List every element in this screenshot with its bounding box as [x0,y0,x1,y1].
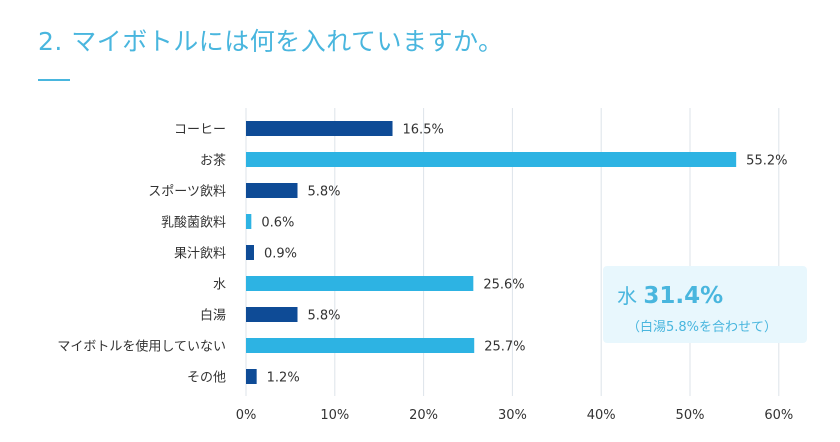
bar [246,183,298,198]
category-label: マイボトルを使用していない [57,339,226,355]
value-label: 5.8% [308,185,341,200]
value-label: 25.7% [484,340,525,355]
callout-headline: 水 31.4% [617,280,723,309]
x-tick-label: 0% [236,408,257,423]
bar [246,121,393,136]
x-tick-label: 50% [676,408,705,423]
bar [246,307,298,322]
value-label: 16.5% [403,123,444,138]
value-label: 55.2% [746,154,787,169]
value-label: 0.9% [264,247,297,262]
value-label: 1.2% [267,371,300,386]
x-tick-label: 10% [320,408,349,423]
category-label: スポーツ飲料 [148,184,226,200]
value-label: 5.8% [308,309,341,324]
bar [246,338,475,353]
water-total-callout: 水 31.4% （白湯5.8%を合わせて） [603,266,807,343]
bar [246,214,252,229]
category-label: 果汁飲料 [174,246,226,262]
callout-prefix: 水 [617,284,637,308]
x-tick-label: 60% [764,408,793,423]
chart-title: 2. マイボトルには何を入れていますか。 [38,27,504,56]
x-tick-label: 20% [409,408,438,423]
value-label: 0.6% [261,216,294,231]
bar [246,369,257,384]
x-tick-label: 30% [498,408,527,423]
bar [246,152,737,167]
category-label: 乳酸菌飲料 [161,215,226,231]
category-label: その他 [187,371,226,386]
category-label: コーヒー [174,123,226,138]
title-underline [38,79,70,81]
value-label: 25.6% [483,278,524,293]
bar [246,276,474,291]
bar [246,245,254,260]
category-label: 水 [213,278,226,293]
callout-note: （白湯5.8%を合わせて） [627,320,778,335]
callout-value: 31.4% [643,283,724,309]
category-label: 白湯 [200,308,226,324]
category-label: お茶 [200,153,226,169]
x-tick-label: 40% [587,408,616,423]
